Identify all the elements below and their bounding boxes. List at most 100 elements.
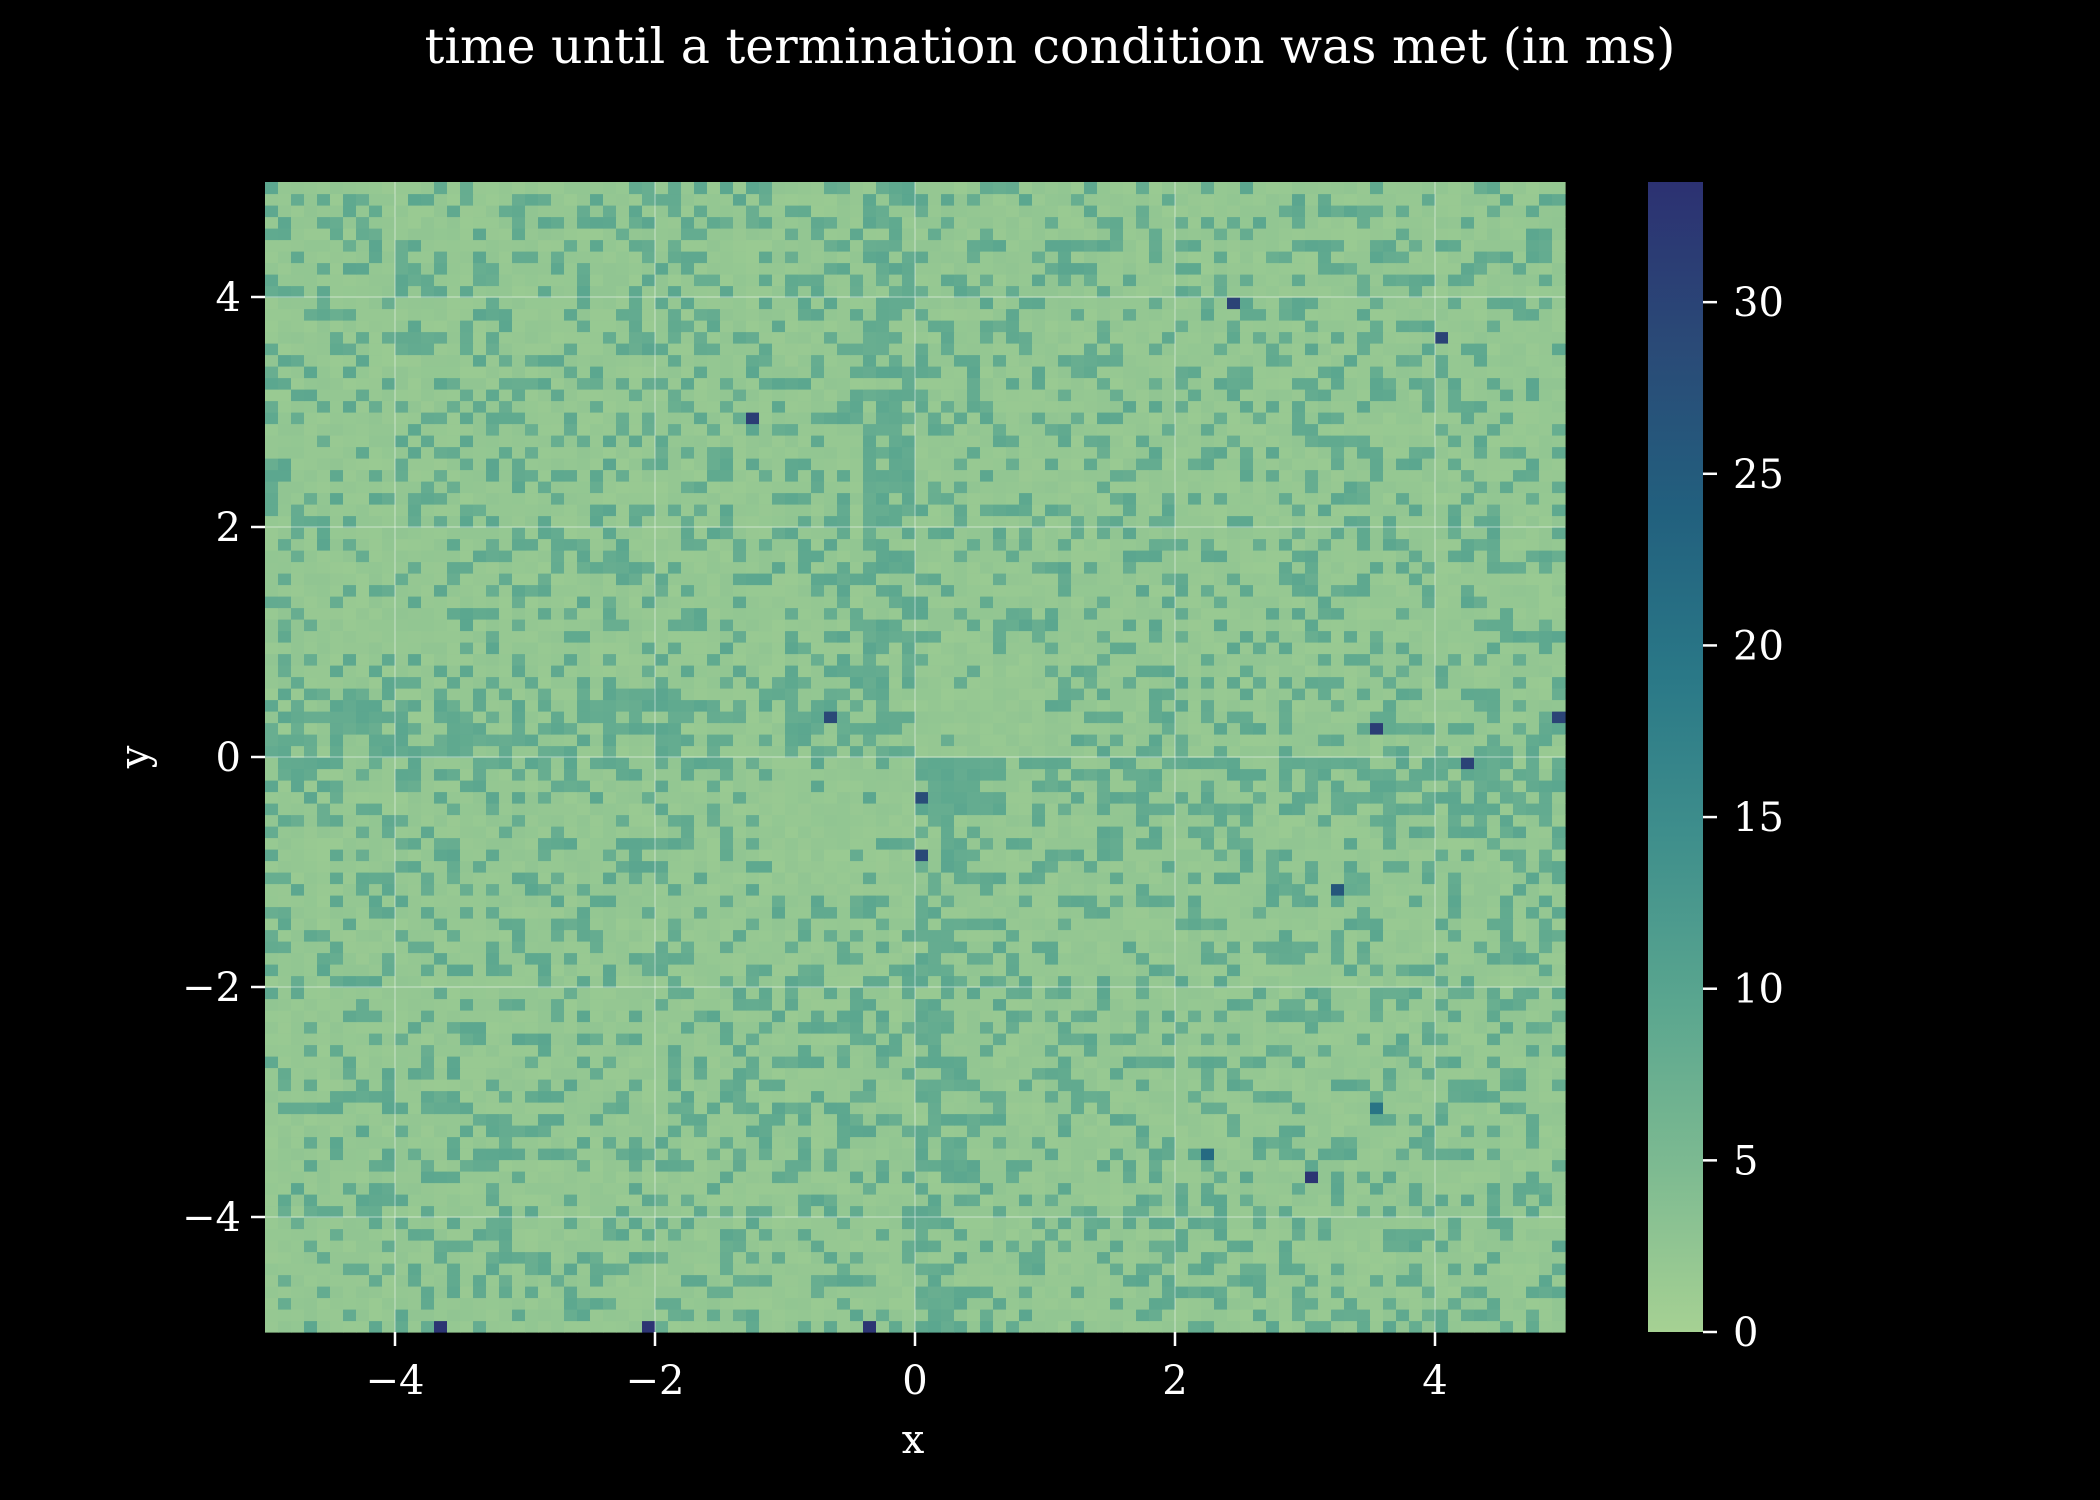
heatmap-cell: [707, 1136, 721, 1149]
heatmap-cell: [1487, 883, 1501, 896]
heatmap-cell: [460, 803, 474, 816]
heatmap-cell: [772, 1102, 786, 1115]
heatmap-cell: [317, 780, 331, 793]
heatmap-cell: [980, 1033, 994, 1046]
heatmap-cell: [889, 757, 903, 770]
heatmap-cell: [291, 1297, 305, 1310]
heatmap-cell: [733, 780, 747, 793]
heatmap-cell: [1240, 872, 1254, 885]
heatmap-cell: [473, 1010, 487, 1023]
heatmap-cell: [1162, 1240, 1176, 1253]
heatmap-cell: [1448, 860, 1462, 873]
heatmap-cell: [1227, 1148, 1241, 1161]
heatmap-cell: [356, 918, 370, 931]
heatmap-cell: [330, 941, 344, 954]
heatmap-cell: [668, 1251, 682, 1264]
heatmap-cell: [603, 780, 617, 793]
heatmap-cell: [317, 952, 331, 965]
heatmap-cell: [1279, 987, 1293, 1000]
heatmap-cell: [1292, 1033, 1306, 1046]
heatmap-cell: [1331, 1044, 1345, 1057]
heatmap-cell: [473, 1021, 487, 1034]
heatmap-cell: [369, 1021, 383, 1034]
heatmap-cell: [1123, 1010, 1137, 1023]
heatmap-cell: [421, 1056, 435, 1069]
heatmap-cell: [1409, 1056, 1423, 1069]
heatmap-cell: [707, 918, 721, 931]
heatmap-cell: [512, 860, 526, 873]
heatmap-cell: [1474, 941, 1488, 954]
heatmap-cell: [408, 837, 422, 850]
heatmap-cell: [395, 1194, 409, 1207]
heatmap-cell: [1305, 1194, 1319, 1207]
heatmap-cell: [1552, 1228, 1566, 1241]
heatmap-cell: [1058, 1194, 1072, 1207]
heatmap-cell: [356, 1228, 370, 1241]
heatmap-cell: [850, 1194, 864, 1207]
heatmap-cell: [967, 1217, 981, 1230]
heatmap-cell: [1266, 757, 1280, 770]
heatmap-cell: [642, 1205, 656, 1218]
heatmap-cell: [1409, 987, 1423, 1000]
heatmap-cell: [1240, 918, 1254, 931]
heatmap-cell: [1292, 929, 1306, 942]
heatmap-cell: [1136, 1228, 1150, 1241]
heatmap-cell: [304, 1228, 318, 1241]
heatmap-cell: [876, 1159, 890, 1172]
heatmap-cell: [876, 814, 890, 827]
heatmap-cell: [798, 1010, 812, 1023]
heatmap-cell: [486, 1217, 500, 1230]
heatmap-cell: [1188, 1090, 1202, 1103]
heatmap-cell: [1422, 1113, 1436, 1126]
heatmap-cell: [941, 1217, 955, 1230]
heatmap-cell: [733, 906, 747, 919]
heatmap-cell: [863, 941, 877, 954]
heatmap-cell: [1370, 1263, 1384, 1276]
heatmap-cell: [1253, 1113, 1267, 1126]
heatmap-cell: [824, 1297, 838, 1310]
heatmap-cell: [317, 872, 331, 885]
heatmap-cell: [1292, 1010, 1306, 1023]
heatmap-cell: [278, 1079, 292, 1092]
heatmap-cell: [1526, 1136, 1540, 1149]
heatmap-cell: [1461, 1113, 1475, 1126]
heatmap-cell: [1227, 757, 1241, 770]
heatmap-cell: [525, 1228, 539, 1241]
heatmap-cell: [1097, 1182, 1111, 1195]
heatmap-cell: [1292, 895, 1306, 908]
heatmap-cell: [668, 918, 682, 931]
heatmap-cell: [291, 1182, 305, 1195]
heatmap-cell: [1149, 1067, 1163, 1080]
heatmap-cell: [772, 1044, 786, 1057]
heatmap-cell: [1370, 1079, 1384, 1092]
heatmap-cell: [1500, 1297, 1514, 1310]
heatmap-cell: [1240, 1240, 1254, 1253]
heatmap-cell: [512, 1309, 526, 1322]
heatmap-cell: [1097, 814, 1111, 827]
heatmap-cell: [1331, 1309, 1345, 1322]
heatmap-cell: [941, 1297, 955, 1310]
heatmap-cell: [1006, 1263, 1020, 1276]
heatmap-cell: [746, 883, 760, 896]
heatmap-cell: [1032, 1263, 1046, 1276]
heatmap-cell: [1370, 952, 1384, 965]
heatmap-cell: [1292, 1159, 1306, 1172]
heatmap-cell: [356, 1205, 370, 1218]
heatmap-cell: [967, 1205, 981, 1218]
heatmap-cell: [577, 1297, 591, 1310]
heatmap-cell: [915, 1274, 929, 1287]
heatmap-cell: [382, 757, 396, 770]
heatmap-cell: [1331, 1079, 1345, 1092]
heatmap-cell: [850, 941, 864, 954]
heatmap-cell: [473, 1228, 487, 1241]
heatmap-cell: [1253, 814, 1267, 827]
heatmap-cell: [590, 941, 604, 954]
heatmap-cell: [421, 1079, 435, 1092]
heatmap-cell: [1396, 964, 1410, 977]
heatmap-cell: [1370, 780, 1384, 793]
heatmap-cell: [499, 1194, 513, 1207]
heatmap-cell: [1149, 929, 1163, 942]
heatmap-cell: [499, 929, 513, 942]
heatmap-cell: [1019, 883, 1033, 896]
heatmap-cell: [1279, 1136, 1293, 1149]
